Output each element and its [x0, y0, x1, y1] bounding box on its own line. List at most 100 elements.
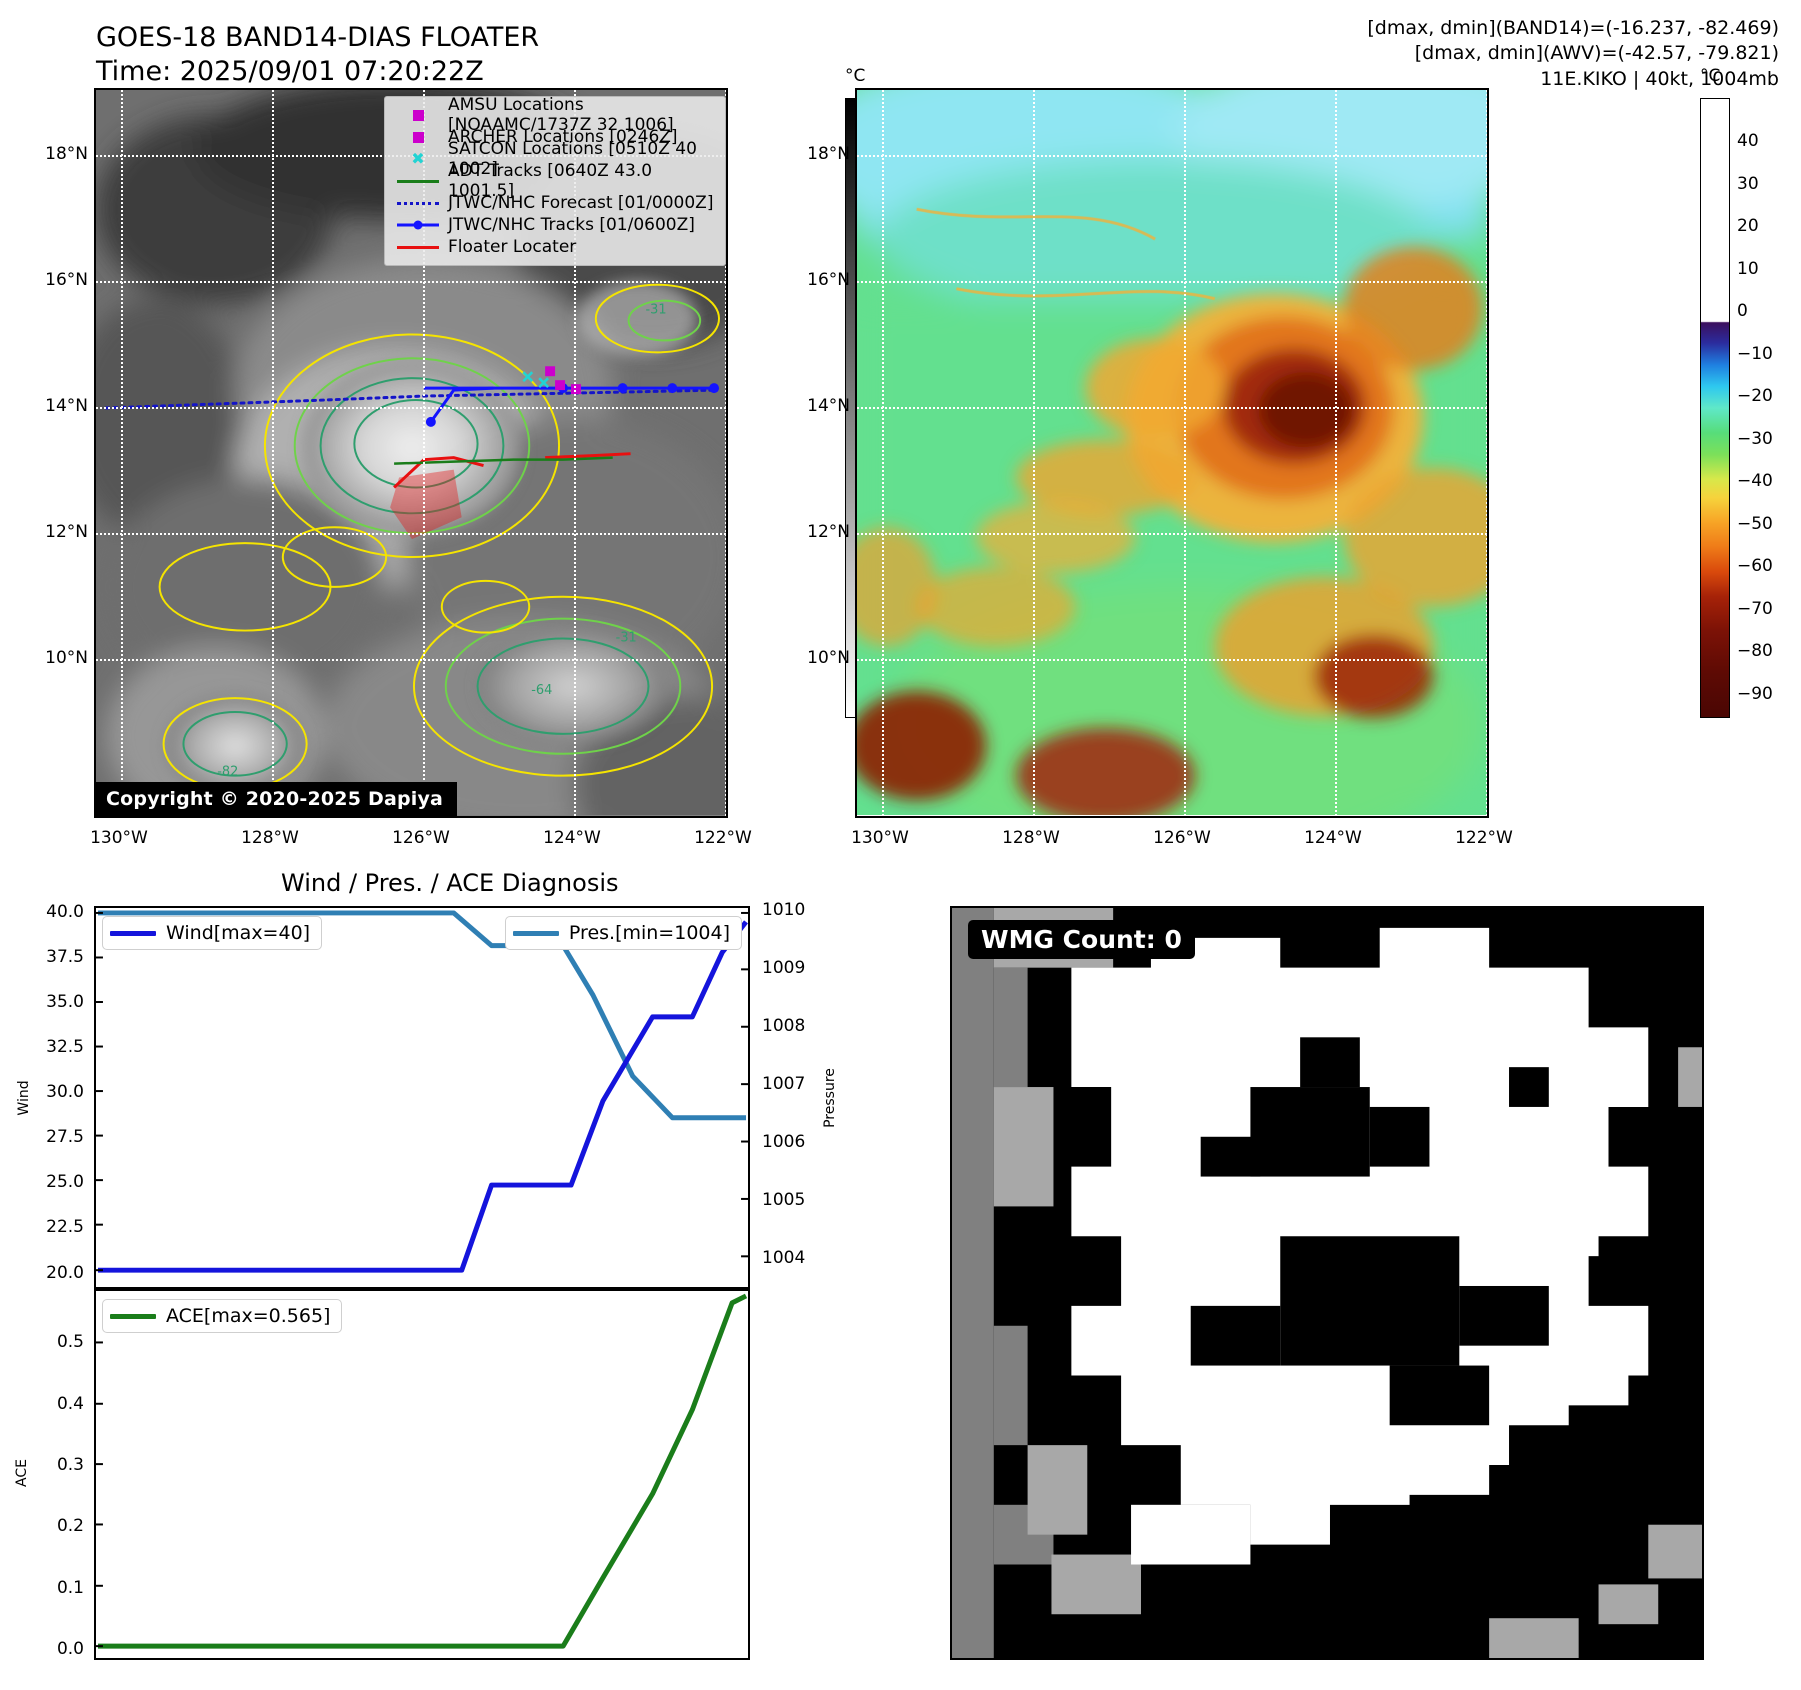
ir-lon-tick-126w: 126°W	[392, 828, 450, 848]
storm-summary-text: 11E.KIKO | 40kt, 1004mb	[1540, 67, 1779, 90]
awv-lon-tick-128w: 128°W	[1002, 828, 1060, 848]
pres-tick-1005: 1005	[762, 1190, 806, 1210]
awv-lon-tick-130w: 130°W	[851, 828, 909, 848]
awv-cb-tick-40: 40	[1737, 131, 1759, 151]
legend-label: ADT Tracks [0640Z 43.0 1001.5]	[448, 161, 653, 201]
awv-cb-tick-m90: −90	[1737, 684, 1773, 704]
awv-lon-tick-126w: 126°W	[1153, 828, 1211, 848]
wind-tick-25: 25.0	[46, 1172, 84, 1192]
adt-line-icon	[392, 179, 444, 183]
pres-tick-1007: 1007	[762, 1074, 806, 1094]
ace-tick-01: 0.1	[56, 1578, 84, 1598]
awv-cb-tick-m50: −50	[1737, 514, 1773, 534]
ir-lat-tick-12n: 12°N	[45, 522, 88, 542]
svg-text:-64: -64	[531, 683, 552, 698]
wind-tick-40: 40.0	[46, 902, 84, 922]
awv-colorbar-unit: °C	[1700, 66, 1721, 86]
svg-text:-31: -31	[616, 630, 637, 645]
pres-tick-1008: 1008	[762, 1016, 806, 1036]
svg-text:-82: -82	[217, 765, 238, 780]
awv-colorbar	[1700, 98, 1730, 718]
wind-legend[interactable]: Wind[max=40]	[102, 916, 323, 950]
wmg-panel[interactable]: WMG Count: 0	[950, 906, 1704, 1660]
pres-tick-1004: 1004	[762, 1248, 806, 1268]
legend-item-satcon: ✖ SATCON Locations [0510Z 40 1002]	[392, 139, 716, 179]
legend-item-tracks: JTWC/NHC Tracks [01/0600Z]	[392, 214, 716, 236]
awv-cb-tick-m20: −20	[1737, 386, 1773, 406]
wind-tick-30: 30.0	[46, 1082, 84, 1102]
wind-tick-35: 35.0	[46, 992, 84, 1012]
wind-axis-ticks	[96, 911, 748, 1272]
ir-satellite-panel[interactable]: -31 -31 -64 -82	[94, 88, 728, 818]
ir-lat-tick-10n: 10°N	[45, 648, 88, 668]
ace-tick-05: 0.5	[56, 1332, 84, 1352]
awv-cb-tick-m70: −70	[1737, 599, 1773, 619]
dmax-awv-text: [dmax, dmin](AWV)=(-42.57, -79.821)	[1414, 42, 1779, 65]
dmax-band14-text: [dmax, dmin](BAND14)=(-16.237, -82.469)	[1367, 17, 1779, 39]
pressure-line-swatch-icon	[512, 930, 559, 936]
awv-lat-tick-16n: 16°N	[807, 270, 850, 290]
ir-lat-tick-18n: 18°N	[45, 144, 88, 164]
ace-line-swatch-icon	[110, 1313, 156, 1319]
ace-tick-04: 0.4	[56, 1394, 84, 1414]
pressure-axis-label: Pressure	[822, 1068, 838, 1128]
forecast-dotted-line-icon	[392, 201, 444, 205]
ace-line	[96, 1293, 748, 1649]
ace-legend[interactable]: ACE[max=0.565]	[102, 1299, 343, 1333]
page-title: GOES-18 BAND14-DIAS FLOATER	[96, 22, 540, 53]
ir-lat-tick-16n: 16°N	[45, 270, 88, 290]
legend-label: JTWC/NHC Forecast [01/0000Z]	[448, 193, 714, 213]
awv-lat-tick-14n: 14°N	[807, 396, 850, 416]
awv-imagery	[857, 90, 1487, 816]
archer-square-icon	[392, 131, 444, 143]
awv-cb-tick-30: 30	[1737, 174, 1759, 194]
wind-legend-label: Wind[max=40]	[166, 922, 311, 944]
wmg-bitmap	[952, 908, 1702, 1658]
legend-item-floater: Floater Locater	[392, 236, 716, 258]
legend-item-forecast: JTWC/NHC Forecast [01/0000Z]	[392, 192, 716, 214]
ir-lat-tick-14n: 14°N	[45, 396, 88, 416]
ir-lon-tick-130w: 130°W	[90, 828, 148, 848]
wind-line-swatch-icon	[110, 930, 156, 936]
ace-axis-label: ACE	[14, 1459, 30, 1487]
legend-item-archer: ARCHER Locations [0246Z]	[392, 126, 716, 148]
ace-tick-02: 0.2	[56, 1516, 84, 1536]
awv-cb-tick-m80: −80	[1737, 641, 1773, 661]
awv-cb-tick-m60: −60	[1737, 556, 1773, 576]
pressure-legend[interactable]: Pres.[min=1004]	[504, 916, 742, 950]
awv-cb-tick-m10: −10	[1737, 344, 1773, 364]
pres-tick-1006: 1006	[762, 1132, 806, 1152]
wind-tick-20: 20.0	[46, 1263, 84, 1283]
wind-tick-375: 37.5	[46, 947, 84, 967]
ace-chart[interactable]: ACE[max=0.565]	[94, 1289, 750, 1660]
copyright-notice: Copyright © 2020-2025 Dapiya	[96, 782, 458, 816]
ace-legend-label: ACE[max=0.565]	[166, 1305, 331, 1327]
ace-tick-03: 0.3	[56, 1455, 84, 1475]
amsu-square-icon	[392, 109, 444, 121]
ir-colorbar-unit: °C	[845, 66, 866, 86]
ir-lon-tick-124w: 124°W	[543, 828, 601, 848]
awv-cb-tick-10: 10	[1737, 259, 1759, 279]
awv-lat-tick-10n: 10°N	[807, 648, 850, 668]
wind-tick-275: 27.5	[46, 1127, 84, 1147]
page-timestamp: Time: 2025/09/01 07:20:22Z	[96, 56, 484, 87]
awv-lat-tick-18n: 18°N	[807, 144, 850, 164]
wind-tick-225: 22.5	[46, 1217, 84, 1237]
wind-pressure-chart[interactable]: Wind[max=40] Pres.[min=1004]	[94, 906, 750, 1289]
header-diagnostics: [dmax, dmin](BAND14)=(-16.237, -82.469) …	[1367, 16, 1779, 92]
ace-tick-00: 0.0	[56, 1639, 84, 1659]
svg-text:-31: -31	[645, 303, 666, 318]
pres-tick-1009: 1009	[762, 958, 806, 978]
legend-label: Floater Locater	[448, 237, 577, 257]
awv-cb-tick-m40: −40	[1737, 471, 1773, 491]
floater-line-icon	[392, 245, 444, 249]
wmg-count-badge: WMG Count: 0	[968, 920, 1195, 959]
awv-satellite-panel[interactable]	[855, 88, 1489, 818]
wind-tick-325: 32.5	[46, 1037, 84, 1057]
wind-axis-label: Wind	[16, 1080, 32, 1116]
legend-label: AMSU Locations [NOAAMC/1737Z 32 1006]	[448, 95, 674, 135]
awv-lat-tick-12n: 12°N	[807, 522, 850, 542]
ir-legend: AMSU Locations [NOAAMC/1737Z 32 1006] AR…	[384, 95, 726, 266]
awv-cb-tick-20: 20	[1737, 216, 1759, 236]
legend-item-adt: ADT Tracks [0640Z 43.0 1001.5]	[392, 161, 716, 201]
